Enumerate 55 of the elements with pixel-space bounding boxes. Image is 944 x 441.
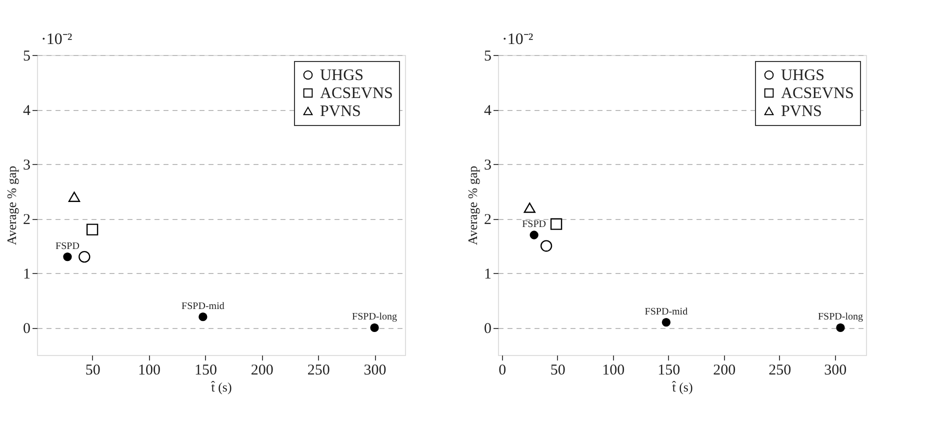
- x-tick-label: 150: [658, 362, 680, 378]
- x-tick-label: 100: [602, 362, 625, 378]
- y-tick-label: 2: [484, 212, 492, 228]
- point: [540, 240, 552, 252]
- legend-label: ACSEVNS: [320, 85, 393, 102]
- x-tick-label: 200: [250, 362, 274, 378]
- text: ·10⁻²: [41, 31, 72, 48]
- x-tick-label: 300: [824, 362, 847, 378]
- x-tick-label: 300: [364, 362, 386, 378]
- y-tick-label: 4: [484, 103, 492, 120]
- annotation: FSPD-mid: [182, 300, 224, 312]
- y-axis-title: Average % gap: [465, 166, 480, 246]
- annotation: FSPD: [56, 240, 80, 252]
- point: [370, 323, 379, 332]
- x-tick-label: 200: [713, 362, 736, 378]
- x-axis-title: t̂ (s): [670, 380, 693, 394]
- annotation: FSPD-mid: [644, 306, 688, 318]
- y-tick-label: 3: [23, 158, 30, 174]
- legend-label: PVNS: [781, 103, 822, 120]
- point: [68, 192, 80, 202]
- annotation: FSPD: [522, 219, 546, 230]
- legend-label: UHGS: [781, 67, 825, 84]
- y-tick-label: 5: [484, 48, 492, 64]
- x-tick-label: 150: [194, 362, 217, 378]
- x-axis-title: t̂ (s): [210, 380, 232, 394]
- x-tick-label: 50: [85, 362, 100, 378]
- y-tick-label: 4: [23, 103, 31, 120]
- y-tick-label: 5: [23, 48, 30, 64]
- annotation: FSPD-long: [818, 312, 863, 323]
- y-tick-label: 0: [484, 321, 492, 338]
- point: [550, 218, 562, 230]
- x-tick-label: 50: [550, 362, 566, 378]
- point: [78, 250, 90, 263]
- point: [524, 202, 536, 213]
- y-tick-label: 1: [23, 266, 30, 283]
- x-tick-label: 250: [768, 362, 792, 378]
- point: [662, 318, 671, 327]
- x-tick-label: 100: [138, 362, 161, 378]
- y-tick-label: 3: [484, 158, 492, 174]
- point: [836, 323, 845, 332]
- y-axis-title: Average % gap: [4, 166, 19, 246]
- point: [63, 252, 72, 262]
- text: ·10⁻²: [502, 31, 534, 48]
- annotation: FSPD-long: [352, 312, 398, 323]
- point: [86, 224, 98, 236]
- y-tick-label: 2: [23, 212, 30, 228]
- x-tick-label: 250: [307, 362, 330, 378]
- y-tick-label: 0: [23, 321, 30, 338]
- x-tick-label: 0: [498, 362, 506, 378]
- point: [198, 312, 208, 322]
- legend-label: ACSEVNS: [781, 85, 854, 102]
- y-tick-label: 1: [484, 266, 492, 283]
- legend-label: PVNS: [320, 103, 361, 120]
- point: [530, 230, 538, 240]
- legend-label: UHGS: [320, 67, 364, 84]
